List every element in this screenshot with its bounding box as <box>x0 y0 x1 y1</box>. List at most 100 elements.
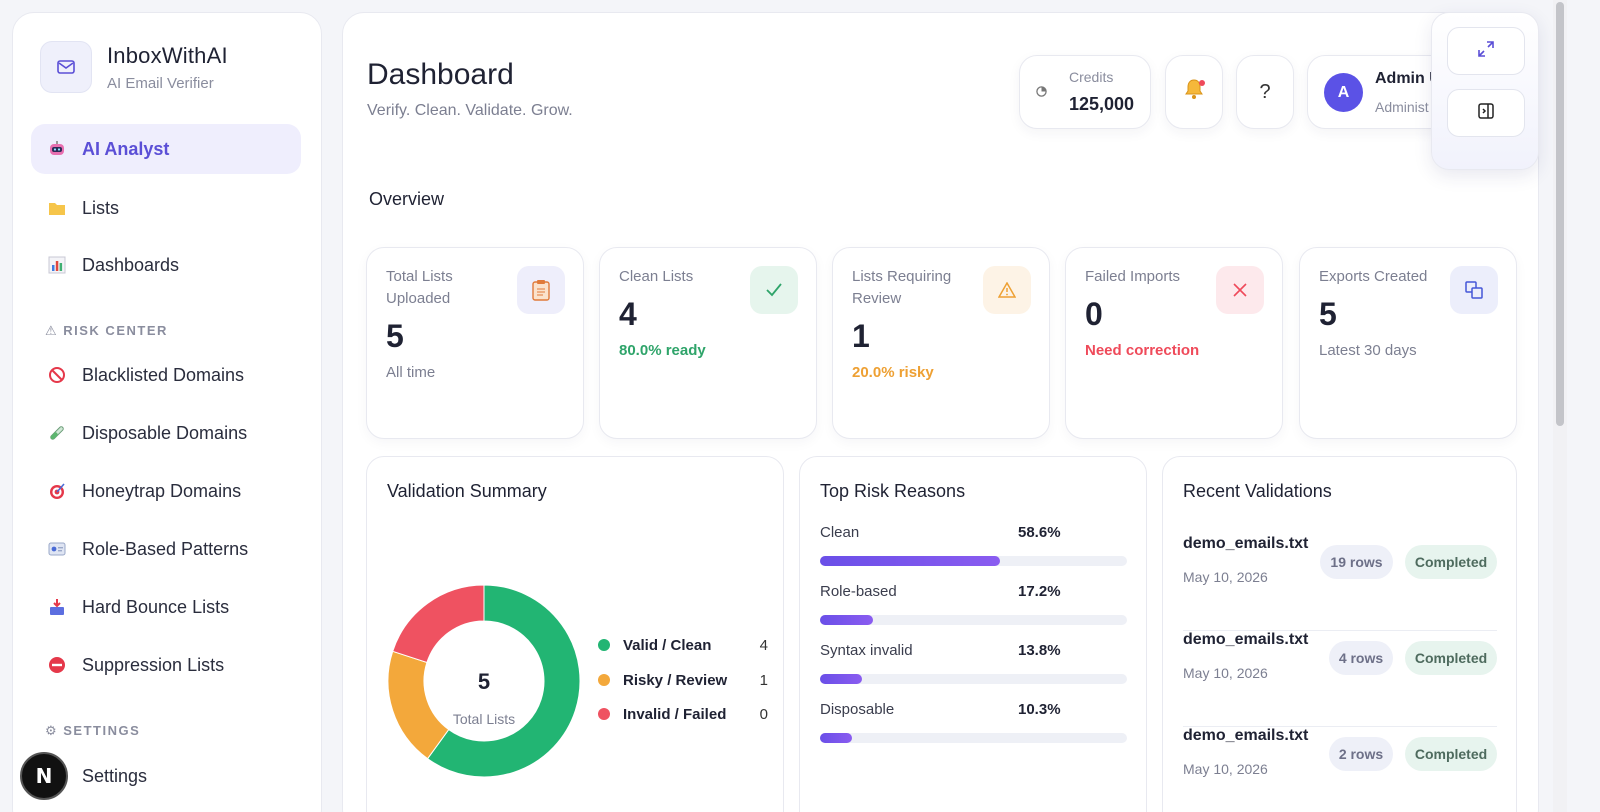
risk-label: Role-based <box>820 583 897 600</box>
stat-label: Total Lists Uploaded <box>386 268 453 307</box>
legend-label: Valid / Clean <box>623 636 712 654</box>
page-title: Dashboard <box>367 58 514 91</box>
sidebar-item-disposable-domains[interactable]: Disposable Domains <box>31 408 301 458</box>
notifications-button[interactable] <box>1165 55 1223 129</box>
sidebar-item-lists[interactable]: Lists <box>31 183 301 233</box>
help-icon: ? <box>1259 80 1271 103</box>
robot-icon <box>47 139 67 159</box>
inbox-tray-icon <box>47 597 67 617</box>
risk-bar-fill <box>820 556 1000 566</box>
stat-label: Lists Requiring Review <box>852 268 952 307</box>
file-date: May 10, 2026 <box>1183 761 1268 777</box>
user-name: Admin U <box>1375 70 1441 87</box>
bell-icon <box>1184 78 1204 106</box>
stat-value: 1 <box>852 318 870 354</box>
floating-controls <box>1431 12 1539 170</box>
risk-label: Disposable <box>820 701 895 718</box>
stat-card-exports-created[interactable]: Exports Created 5 Latest 30 days <box>1299 247 1517 439</box>
stat-card-clean-lists[interactable]: Clean Lists 4 80.0% ready <box>599 247 817 439</box>
sidebar-item-blacklisted-domains[interactable]: Blacklisted Domains <box>31 350 301 400</box>
scrollbar[interactable] <box>1553 0 1567 812</box>
legend-count: 1 <box>759 671 768 689</box>
risk-percent: 17.2% <box>1018 583 1061 600</box>
target-icon <box>47 481 67 501</box>
sidebar-item-suppression-lists[interactable]: Suppression Lists <box>31 640 301 690</box>
sidebar-item-hard-bounce-lists[interactable]: Hard Bounce Lists <box>31 582 301 632</box>
stat-note: Latest 30 days <box>1319 342 1417 359</box>
legend-label: Risky / Review <box>623 671 728 689</box>
prohibited-icon <box>47 365 67 385</box>
expand-icon <box>1477 40 1495 63</box>
sidebar-item-label: Hard Bounce Lists <box>82 596 230 617</box>
risk-label: Clean <box>820 524 860 541</box>
notification-dot <box>1199 80 1205 86</box>
bar-chart-icon <box>47 255 67 275</box>
sidebar-item-label: Honeytrap Domains <box>82 480 242 501</box>
sidebar-item-honeytrap-domains[interactable]: Honeytrap Domains <box>31 466 301 516</box>
legend-item: Risky / Review 1 <box>598 670 768 690</box>
validation-summary-panel: Validation Summary 5 Total Lists Valid /… <box>366 456 784 812</box>
legend-swatch <box>598 639 610 651</box>
row-count-badge: 2 rows <box>1329 737 1393 771</box>
legend-item: Valid / Clean 4 <box>598 635 768 655</box>
donut-segment[interactable] <box>392 584 485 664</box>
risk-percent: 13.8% <box>1018 642 1061 659</box>
scrollbar-thumb[interactable] <box>1556 2 1564 426</box>
next-dev-badge[interactable]: N <box>20 752 68 800</box>
stat-note: 80.0% ready <box>619 342 706 359</box>
pie-icon <box>1036 86 1047 100</box>
credits-card[interactable]: Credits 125,000 <box>1019 55 1151 129</box>
status-badge: Completed <box>1405 641 1497 675</box>
sidebar-item-label: Settings <box>82 765 148 786</box>
recent-validations-panel: Recent Validations demo_emails.txt May 1… <box>1162 456 1517 812</box>
brand[interactable]: InboxWithAI AI Email Verifier <box>40 41 228 93</box>
donut-segment[interactable] <box>426 584 581 778</box>
stat-card-failed-imports[interactable]: Failed Imports 0 Need correction <box>1065 247 1283 439</box>
sidebar-item-label: Dashboards <box>82 254 180 275</box>
credits-value: 125,000 <box>1069 94 1135 114</box>
risk-bar-track <box>820 733 1127 743</box>
main-panel: Dashboard Verify. Clean. Validate. Grow.… <box>342 12 1539 812</box>
panel-title: Top Risk Reasons <box>820 481 966 501</box>
stat-label: Exports Created <box>1319 268 1428 285</box>
help-button[interactable]: ? <box>1236 55 1294 129</box>
sidebar-item-settings[interactable]: Settings <box>31 751 301 801</box>
risk-bar-fill <box>820 615 873 625</box>
file-name: demo_emails.txt <box>1183 535 1309 552</box>
legend-swatch <box>598 708 610 720</box>
sidebar-item-label: Suppression Lists <box>82 654 225 675</box>
sidebar-item-dashboards[interactable]: Dashboards <box>31 240 301 290</box>
stat-value: 5 <box>386 318 404 354</box>
donut-segment[interactable] <box>387 650 450 760</box>
section-label-risk-center: ⚠ RISK CENTER <box>45 323 168 338</box>
stat-card-lists-requiring-review[interactable]: Lists Requiring Review 1 20.0% risky <box>832 247 1050 439</box>
risk-bar-track <box>820 674 1127 684</box>
risk-bar-track <box>820 556 1127 566</box>
panel-title: Recent Validations <box>1183 481 1332 501</box>
list-item[interactable]: demo_emails.txt May 10, 2026 4 rows Comp… <box>1183 631 1497 727</box>
sidebar: InboxWithAI AI Email Verifier AI Analyst… <box>12 12 322 812</box>
expand-button[interactable] <box>1447 27 1525 75</box>
list-item[interactable]: demo_emails.txt May 10, 2026 2 rows Comp… <box>1183 727 1497 812</box>
x-icon <box>1216 266 1264 314</box>
sidebar-item-ai-analyst[interactable]: AI Analyst <box>31 124 301 174</box>
top-risk-reasons-panel: Top Risk Reasons Clean 58.6% Role-based … <box>799 456 1147 812</box>
sidebar-item-label: Lists <box>82 197 120 218</box>
no-entry-icon <box>47 655 67 675</box>
donut-center-label: Total Lists <box>453 711 515 727</box>
sidebar-item-role-based-patterns[interactable]: Role-Based Patterns <box>31 524 301 574</box>
risk-bar-track <box>820 615 1127 625</box>
risk-bar-fill <box>820 674 863 684</box>
toggle-panel-button[interactable] <box>1447 89 1525 137</box>
stat-note: All time <box>386 364 436 381</box>
legend-count: 0 <box>759 705 768 723</box>
legend-count: 4 <box>759 636 768 654</box>
stat-value: 0 <box>1085 296 1103 332</box>
page-subtitle: Verify. Clean. Validate. Grow. <box>367 102 573 119</box>
list-item[interactable]: demo_emails.txt May 10, 2026 19 rows Com… <box>1183 535 1497 631</box>
app-name: InboxWithAI <box>107 42 228 68</box>
copy-icon <box>1450 266 1498 314</box>
mail-icon <box>40 41 92 93</box>
risk-percent: 10.3% <box>1018 701 1061 718</box>
stat-card-total-lists[interactable]: Total Lists Uploaded 5 All time <box>366 247 584 439</box>
